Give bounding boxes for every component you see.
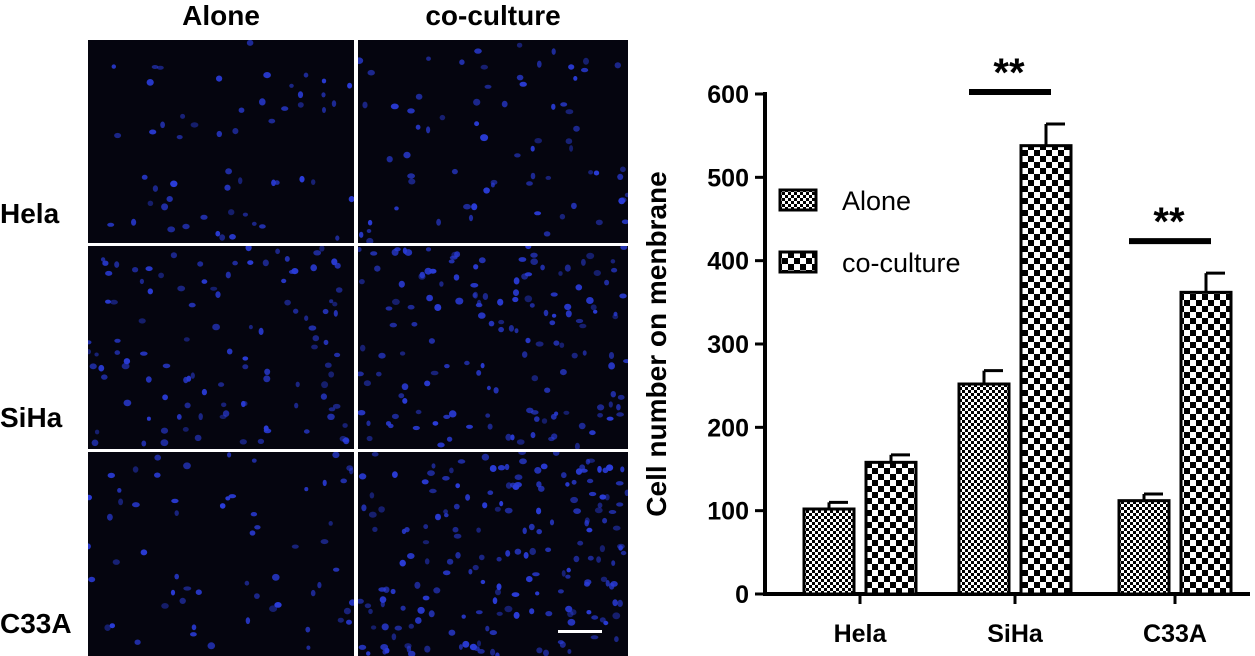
y-tick-label: 500 [707,164,749,192]
micrograph-hela-alone [88,40,354,243]
micrograph-c33a-alone [88,452,354,656]
bar-alone-c33a [1117,499,1171,596]
y-tick-label: 300 [707,331,749,359]
legend-swatch-co-culture [778,250,818,274]
row-label-c33a: C33A [0,608,72,639]
bar-co-culture-hela [864,460,918,596]
legend-label-alone: Alone [842,186,911,216]
column-header-alone: Alone [182,0,260,31]
x-tick-label: SiHa [987,620,1044,648]
x-tick-label: C33A [1143,620,1207,648]
micrograph-c33a-coculture [358,452,628,656]
row-label-hela: Hela [0,198,60,229]
scale-bar [558,630,602,633]
y-tick-label: 400 [707,248,749,276]
y-tick-label: 0 [735,581,749,609]
bar-chart: 0 100 200 300 400 500 600 Cell number on menbra… [641,51,1250,648]
y-tick-label: 600 [707,81,749,109]
y-axis-label: Cell number on menbrane [641,171,672,516]
significance-marker: ** [1153,200,1185,244]
column-header-coculture: co-culture [425,0,561,31]
legend-label-co-culture: co-culture [842,248,961,278]
x-tick-label: Hela [834,620,888,648]
bar-co-culture-siha [1019,144,1073,596]
bar-alone-hela [802,507,856,596]
legend-swatch-alone [778,188,818,212]
y-tick-label: 200 [707,414,749,442]
y-tick-label: 100 [707,498,749,526]
row-label-siha: SiHa [0,402,63,433]
micrograph-hela-coculture [358,40,628,243]
micrograph-siha-coculture [358,246,628,449]
micrograph-siha-alone [88,246,354,449]
bar-co-culture-c33a [1179,290,1233,596]
significance-marker: ** [993,51,1025,95]
bar-alone-siha [957,382,1011,596]
